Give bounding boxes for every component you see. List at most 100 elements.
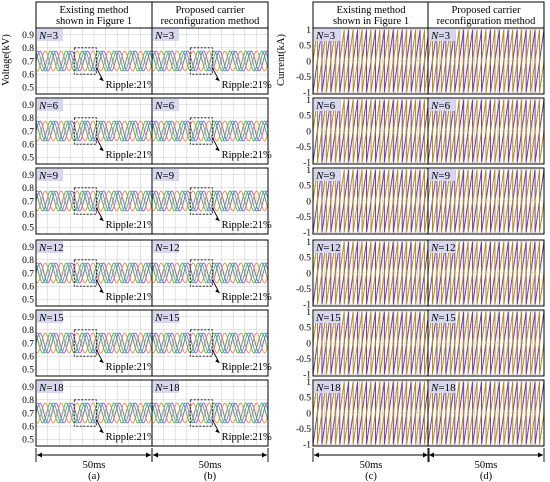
y-tick-label: 0.9 (22, 171, 34, 181)
n-label-equals: = (438, 312, 444, 324)
n-label-equals: = (323, 30, 329, 42)
y-tick-label: 0.5 (299, 42, 311, 52)
y-tick-label: 0.5 (299, 254, 311, 264)
n-label: N=3 (315, 30, 336, 42)
time-span-label: 50ms (475, 460, 498, 471)
n-label: N=3 (38, 30, 59, 42)
ripple-box (189, 259, 213, 287)
panel-current-row4-col3: N=15 (427, 309, 545, 377)
ripple-label: Ripple:21% (106, 292, 156, 303)
panel-border (151, 167, 269, 235)
voltage-series-line (152, 402, 268, 424)
n-label-bg (153, 381, 179, 393)
n-label: N=6 (38, 100, 59, 112)
n-label-equals: = (323, 382, 329, 394)
n-label-prefix: N (154, 242, 163, 254)
panel-voltage-row3-col1: Ripple:21% N=12 (151, 239, 272, 307)
ripple-label: Ripple:21% (222, 150, 272, 161)
y-tick-label: 1 (306, 238, 311, 248)
voltage-series-line (152, 332, 268, 354)
voltage-series-line (152, 262, 268, 284)
n-label-equals: = (162, 100, 168, 112)
y-tick-label: -1 (303, 229, 311, 239)
y-tick-label: -1 (303, 159, 311, 169)
ripple-arrowhead (215, 76, 220, 81)
n-label-value: 15 (53, 312, 65, 324)
voltage-axis-label: Voltage(kV) (1, 34, 12, 86)
n-label-bg (314, 169, 340, 181)
ripple-arrowhead (99, 216, 104, 221)
n-label-bg (314, 241, 340, 253)
ripple-arrowhead (215, 428, 220, 433)
n-label-prefix: N (315, 312, 324, 324)
y-tick-label: 1 (306, 26, 311, 36)
n-label-equals: = (162, 382, 168, 394)
panel-current-row3-col2: 1 0.5 0 -0.5 -1 N=12 (296, 238, 430, 311)
y-tick-label: 0.7 (22, 57, 34, 67)
time-span-label: 50ms (199, 460, 222, 471)
n-label-equals: = (46, 170, 52, 182)
panel-voltage-row4-col1: Ripple:21% N=15 (151, 309, 272, 377)
n-label-value: 3 (169, 30, 175, 42)
y-tick-label: 0.5 (22, 84, 34, 94)
current-axis-label: Current(kA) (276, 34, 287, 86)
n-label-value: 18 (445, 382, 457, 394)
n-label-value: 3 (445, 30, 451, 42)
n-label: N=18 (315, 382, 341, 394)
n-label: N=9 (315, 170, 336, 182)
panel-border (151, 379, 269, 447)
voltage-series-line (36, 190, 152, 212)
n-label-bg (37, 29, 63, 41)
ripple-box (189, 47, 213, 75)
column-header-line: shown in Figure 1 (56, 16, 132, 27)
time-span-2: 50ms(c) (312, 448, 430, 482)
n-label-prefix: N (38, 170, 47, 182)
n-label-equals: = (162, 312, 168, 324)
n-label: N=15 (154, 312, 180, 324)
ripple-arrowhead (215, 288, 220, 293)
panel-voltage-row5-col1: Ripple:21% N=18 (151, 379, 272, 447)
n-label-prefix: N (430, 170, 439, 182)
y-tick-label: 0.5 (299, 182, 311, 192)
ripple-arrowhead (99, 146, 104, 151)
span-arrowhead-left (429, 452, 434, 458)
series-group (36, 50, 152, 72)
y-tick-label: 0.8 (22, 256, 34, 266)
y-tick-label: 0.9 (22, 31, 34, 41)
y-tick-label: 0.5 (299, 394, 311, 404)
y-tick-label: 0.5 (299, 324, 311, 334)
voltage-series-line (36, 262, 152, 284)
voltage-series-line (36, 402, 152, 424)
column-header-line: reconfiguration method (161, 16, 261, 27)
n-label-bg (314, 311, 340, 323)
y-tick-label: 0.8 (22, 396, 34, 406)
series-group (152, 120, 268, 142)
series-group (152, 332, 268, 354)
y-tick-label: -1 (303, 301, 311, 311)
n-label-value: 9 (169, 170, 175, 182)
y-tick-label: 0.5 (22, 154, 34, 164)
panel-current-row5-col3: N=18 (427, 379, 545, 447)
n-label-equals: = (162, 242, 168, 254)
n-label-value: 6 (445, 100, 451, 112)
n-label: N=12 (154, 242, 180, 254)
n-label: N=12 (38, 242, 64, 254)
n-label-value: 3 (330, 30, 336, 42)
voltage-series-line (36, 332, 152, 354)
voltage-series-line (36, 50, 152, 72)
column-header-line: Proposed carrier (451, 5, 521, 16)
series-group (36, 332, 152, 354)
n-label-bg (37, 241, 63, 253)
ripple-box (73, 399, 97, 427)
n-label-bg (314, 381, 340, 393)
y-tick-label: 0.5 (22, 366, 34, 376)
n-label: N=15 (430, 312, 456, 324)
panel-current-row1-col2: 1 0.5 0 -0.5 -1 N=6 (296, 96, 430, 169)
y-tick-label: 0.9 (22, 101, 34, 111)
n-label-bg (153, 99, 179, 111)
voltage-series-line (152, 332, 268, 354)
n-label-value: 6 (53, 100, 59, 112)
n-label-prefix: N (430, 242, 439, 254)
y-tick-label: 0.9 (22, 243, 34, 253)
